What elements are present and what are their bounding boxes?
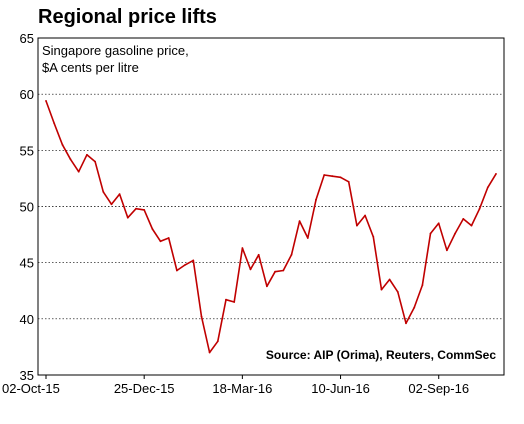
y-tick-label: 50 [20,200,34,215]
plot-frame [37,37,505,376]
data-point [86,153,88,156]
x-tick-label: 02-Sep-16 [408,381,469,396]
data-point [151,228,154,230]
data-point [208,351,211,354]
y-tick-label: 65 [20,31,34,46]
data-point [241,247,244,250]
data-point [306,237,309,239]
data-point [69,158,72,161]
data-point [421,284,424,286]
data-point [495,173,497,175]
data-point [274,270,276,273]
x-tick-label: 02-Oct-15 [2,381,60,396]
subtitle-line-2: $A cents per litre [42,60,139,75]
y-tick-label: 55 [20,143,34,158]
data-point [200,315,203,318]
data-point [118,193,121,196]
data-point [233,301,236,303]
data-point [437,222,440,225]
data-point [53,122,56,125]
data-point [135,207,137,210]
data-points [45,100,497,354]
data-point [323,174,326,176]
data-point [347,180,350,183]
gridlines [38,93,504,320]
data-point [126,216,129,219]
data-point [405,322,407,325]
data-point [110,203,113,206]
data-point [462,218,465,220]
data-point [364,214,366,217]
data-point [225,298,227,301]
y-tick-label: 45 [20,256,34,271]
data-point [61,143,64,146]
chart-note: Singapore gasoline price, $A cents per l… [42,43,189,75]
data-point [159,240,162,243]
subtitle-line-1: Singapore gasoline price, [42,43,189,58]
data-point [429,232,432,235]
data-point [470,224,473,227]
data-point [290,253,293,256]
data-point [266,285,268,288]
data-point [486,186,489,189]
data-point [315,198,317,201]
x-tick-label: 10-Jun-16 [311,381,370,396]
data-point [388,278,391,281]
data-point [298,220,301,223]
data-point [216,340,219,343]
data-point [192,259,195,262]
data-point [413,306,416,309]
data-point [167,237,170,239]
data-point [143,209,146,211]
data-point [257,253,260,256]
data-point [372,235,375,238]
x-axis: 02-Oct-15 25-Dec-15 18-Mar-16 10-Jun-16 02-S… [2,375,469,396]
data-point [77,170,80,173]
data-point [331,175,334,178]
series-line [45,100,497,354]
data-point [184,264,187,266]
x-tick-label: 18-Mar-16 [212,381,272,396]
data-point [45,100,47,102]
data-point [176,269,178,272]
y-axis: 35 40 45 50 55 60 65 [20,31,34,383]
data-point [94,160,96,163]
y-tick-label: 40 [20,312,34,327]
data-point [380,288,383,291]
x-tick-label: 25-Dec-15 [114,381,175,396]
y-tick-label: 60 [20,87,34,102]
chart-title: Regional price lifts [38,6,217,28]
data-point [249,268,252,271]
data-point [339,176,342,179]
y-tick-label: 35 [20,368,34,383]
data-point [446,249,448,252]
data-point [478,207,481,210]
data-point [356,224,358,227]
data-point [454,232,456,235]
data-point [102,191,105,193]
source-note: Source: AIP (Orima), Reuters, CommSec [266,348,496,362]
data-point [396,291,399,293]
data-point [282,269,285,272]
